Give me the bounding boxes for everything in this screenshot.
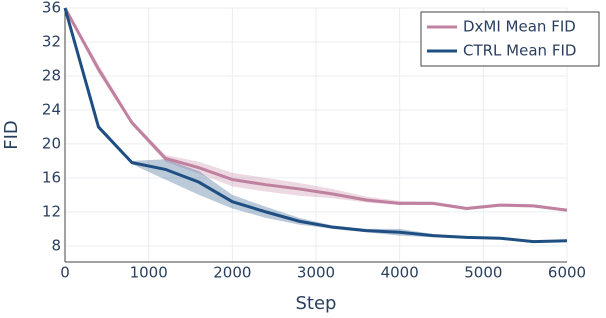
line <box>63 7 568 244</box>
legend-box <box>420 11 600 67</box>
legend-label: DxMI Mean FID <box>463 18 576 36</box>
x-tick-label: 6000 <box>548 264 586 282</box>
y-tick-label: 28 <box>42 66 61 84</box>
y-tick-label: 16 <box>42 168 61 186</box>
x-tick-label: 2000 <box>213 264 251 282</box>
y-tick-label: 32 <box>42 32 61 50</box>
x-tick-label: 4000 <box>381 264 419 282</box>
x-tick-label: 5000 <box>464 264 502 282</box>
y-axis-label: FID <box>1 120 22 150</box>
y-tick-label: 24 <box>42 100 61 118</box>
y-tick-label: 12 <box>42 202 61 220</box>
confidence-band <box>65 8 567 243</box>
y-tick-label: 20 <box>42 134 61 152</box>
y-tick-label: 36 <box>42 0 61 17</box>
x-axis-label: Step <box>296 293 337 314</box>
confidence-band <box>65 8 567 212</box>
y-tick-label: 8 <box>51 236 61 254</box>
x-tick-label: 1000 <box>130 264 168 282</box>
x-tick-label: 0 <box>60 264 70 282</box>
x-tick-label: 3000 <box>297 264 335 282</box>
line <box>63 7 568 212</box>
legend-label: CTRL Mean FID <box>463 42 576 60</box>
